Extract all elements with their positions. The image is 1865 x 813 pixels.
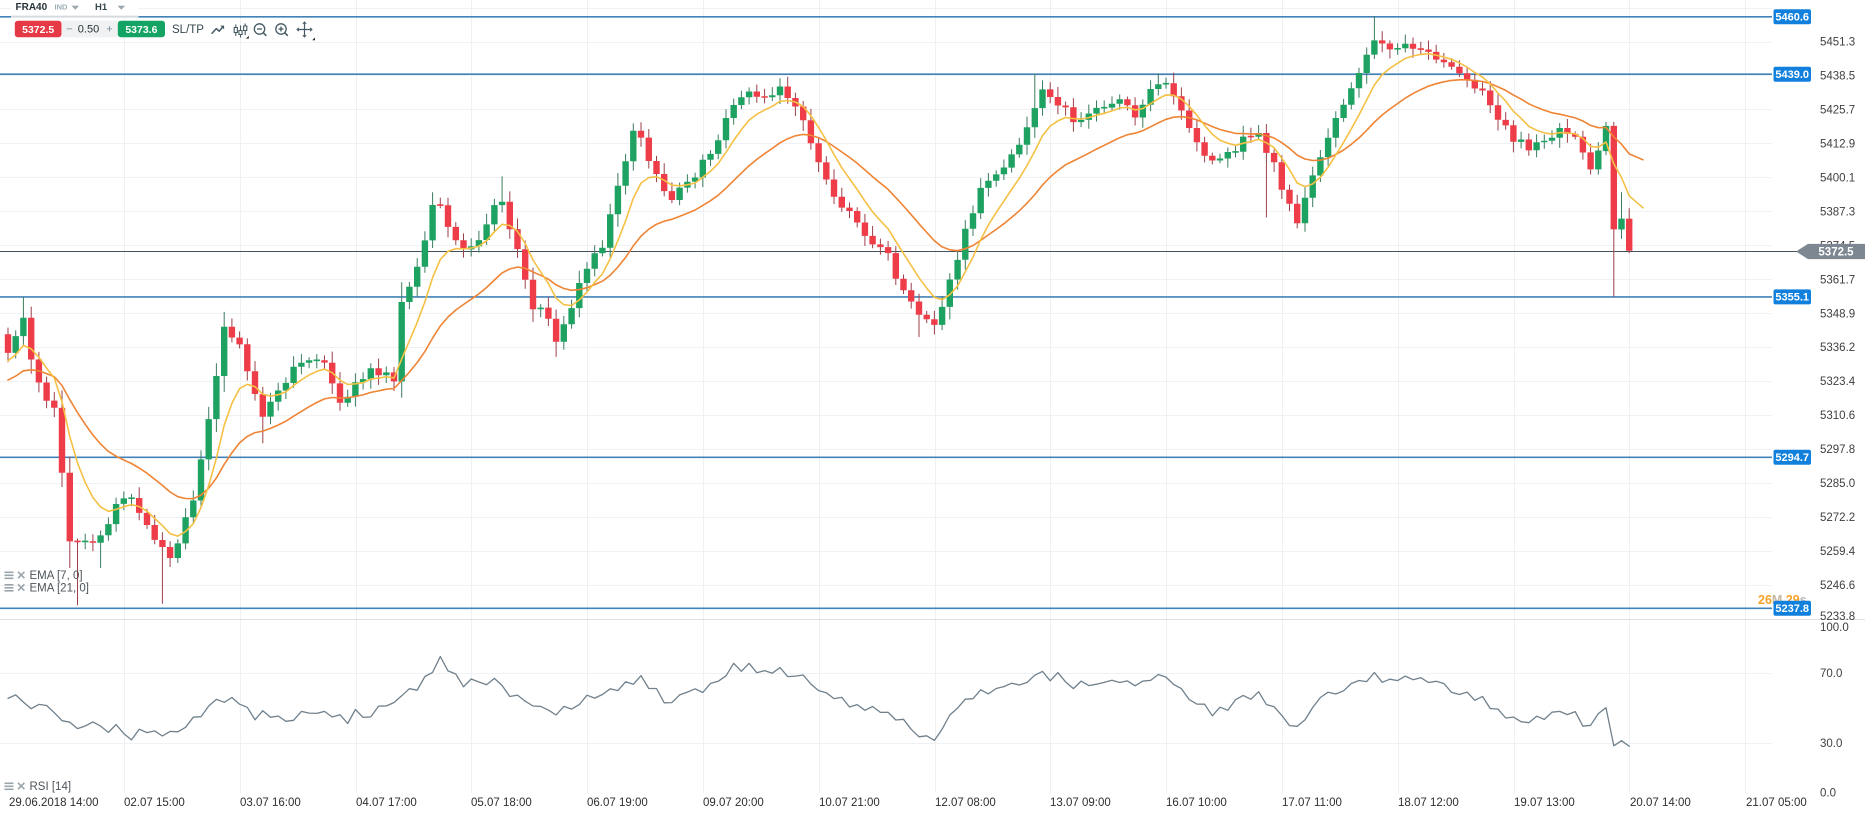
svg-text:0.50: 0.50 xyxy=(78,24,99,36)
svg-text:FRA40: FRA40 xyxy=(16,2,48,13)
svg-text:5246.6: 5246.6 xyxy=(1820,580,1855,592)
svg-text:12.07 08:00: 12.07 08:00 xyxy=(935,797,996,809)
svg-text:5355.1: 5355.1 xyxy=(1775,292,1809,304)
svg-text:5323.4: 5323.4 xyxy=(1820,376,1856,388)
svg-text:5285.0: 5285.0 xyxy=(1820,478,1855,490)
svg-text:5348.9: 5348.9 xyxy=(1820,308,1855,320)
svg-text:5294.7: 5294.7 xyxy=(1775,452,1809,464)
svg-text:21.07 05:00: 21.07 05:00 xyxy=(1746,797,1807,809)
svg-text:EMA [7, 0]: EMA [7, 0] xyxy=(30,570,83,582)
svg-text:04.07 17:00: 04.07 17:00 xyxy=(356,797,417,809)
svg-text:17.07 11:00: 17.07 11:00 xyxy=(1282,797,1342,809)
svg-text:5361.7: 5361.7 xyxy=(1820,274,1855,286)
svg-text:70.0: 70.0 xyxy=(1820,668,1842,680)
svg-text:RSI [14]: RSI [14] xyxy=(30,781,72,793)
svg-text:09.07 20:00: 09.07 20:00 xyxy=(703,797,764,809)
svg-text:5336.2: 5336.2 xyxy=(1820,342,1855,354)
svg-text:5259.4: 5259.4 xyxy=(1820,546,1856,558)
svg-text:03.07 16:00: 03.07 16:00 xyxy=(240,797,301,809)
svg-text:100.0: 100.0 xyxy=(1820,622,1849,634)
svg-text:5425.7: 5425.7 xyxy=(1820,104,1855,116)
svg-text:5233.8: 5233.8 xyxy=(1820,611,1855,623)
svg-text:5372.5: 5372.5 xyxy=(1818,247,1854,259)
svg-text:19.07 13:00: 19.07 13:00 xyxy=(1514,797,1575,809)
svg-text:13.07 09:00: 13.07 09:00 xyxy=(1050,797,1111,809)
svg-text:5439.0: 5439.0 xyxy=(1775,69,1809,81)
svg-text:5272.2: 5272.2 xyxy=(1820,512,1855,524)
svg-text:0.0: 0.0 xyxy=(1820,787,1836,799)
svg-text:5451.3: 5451.3 xyxy=(1820,36,1855,48)
svg-text:EMA [21, 0]: EMA [21, 0] xyxy=(30,583,89,595)
svg-text:5438.5: 5438.5 xyxy=(1820,70,1855,82)
svg-text:20.07 14:00: 20.07 14:00 xyxy=(1630,797,1691,809)
svg-text:5297.8: 5297.8 xyxy=(1820,444,1855,456)
svg-text:18.07 12:00: 18.07 12:00 xyxy=(1398,797,1459,809)
svg-text:02.07 15:00: 02.07 15:00 xyxy=(124,797,185,809)
svg-text:5373.6: 5373.6 xyxy=(125,24,157,36)
svg-text:06.07 19:00: 06.07 19:00 xyxy=(587,797,648,809)
svg-text:5372.5: 5372.5 xyxy=(22,24,54,36)
svg-text:30.0: 30.0 xyxy=(1820,738,1842,750)
svg-text:16.07 10:00: 16.07 10:00 xyxy=(1166,797,1227,809)
svg-text:05.07 18:00: 05.07 18:00 xyxy=(471,797,532,809)
svg-text:10.07 21:00: 10.07 21:00 xyxy=(819,797,880,809)
svg-text:5237.8: 5237.8 xyxy=(1775,603,1809,615)
svg-text:29.06.2018 14:00: 29.06.2018 14:00 xyxy=(9,797,99,809)
svg-text:SL/TP: SL/TP xyxy=(172,24,204,36)
svg-text:IND: IND xyxy=(55,3,69,12)
svg-text:5412.9: 5412.9 xyxy=(1820,138,1855,150)
svg-text:+: + xyxy=(106,24,112,36)
svg-text:H1: H1 xyxy=(95,2,108,13)
svg-text:5310.6: 5310.6 xyxy=(1820,410,1855,422)
svg-text:5460.6: 5460.6 xyxy=(1775,12,1809,24)
svg-text:5387.3: 5387.3 xyxy=(1820,206,1855,218)
svg-text:5400.1: 5400.1 xyxy=(1820,172,1855,184)
svg-text:−: − xyxy=(66,24,72,36)
